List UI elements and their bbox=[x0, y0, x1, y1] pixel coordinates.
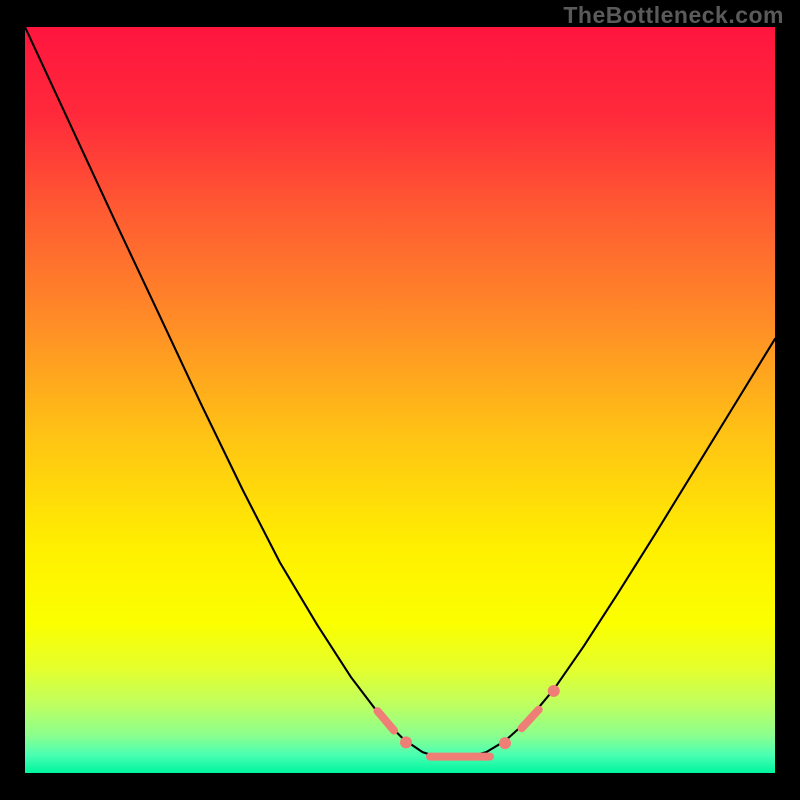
gradient-background bbox=[25, 27, 775, 773]
accent-dot bbox=[400, 736, 412, 748]
plot-svg bbox=[25, 27, 775, 773]
accent-dot bbox=[499, 737, 511, 749]
plot-area bbox=[25, 27, 775, 773]
chart-stage: TheBottleneck.com bbox=[0, 0, 800, 800]
accent-dot bbox=[548, 685, 560, 697]
watermark-text: TheBottleneck.com bbox=[563, 2, 784, 29]
